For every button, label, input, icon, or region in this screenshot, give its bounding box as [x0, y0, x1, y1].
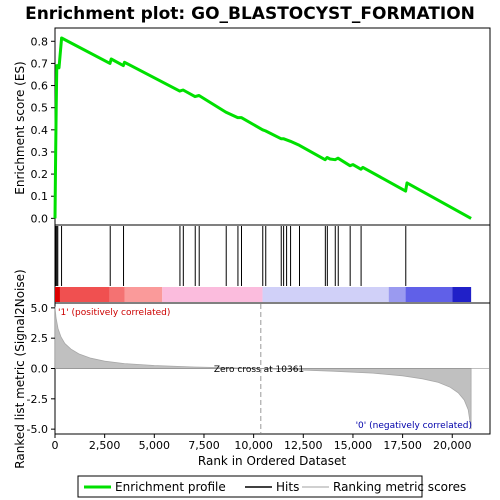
metric-ytick-label: 2.5	[31, 332, 49, 345]
metric-ytick-label: 5.0	[31, 302, 49, 315]
legend: Enrichment profile Hits Ranking metric s…	[77, 475, 466, 498]
x-tick-label: 17,500	[383, 439, 422, 452]
es-ytick-label: 0.1	[31, 190, 49, 203]
es-panel-frame	[54, 27, 491, 226]
x-axis: 0 2,500 5,000 7,500 10,000 12,500 15,000 17,500…	[52, 434, 472, 452]
es-ytick-label: 0.7	[31, 57, 49, 70]
x-tick-label: 2,500	[89, 439, 121, 452]
chart-title: Enrichment plot: GO_BLASTOCYST_FORMATION	[25, 4, 475, 24]
es-axis: 0.0 0.1 0.2 0.3 0.4 0.5 0.6 0.7 0.8	[31, 35, 55, 225]
es-ytick-label: 0.8	[31, 35, 49, 48]
es-ytick-label: 0.5	[31, 102, 49, 115]
es-ylabel: Enrichment score (ES)	[13, 61, 27, 194]
metric-ytick-label: -5.0	[27, 423, 48, 436]
colorbar-segment	[162, 287, 263, 302]
x-tick-label: 10,000	[234, 439, 273, 452]
hits-marks	[55, 226, 407, 286]
metric-axis: 5.0 2.5 0.0 -2.5 -5.0	[27, 302, 55, 436]
x-tick-label: 20,000	[433, 439, 472, 452]
metric-ylabel: Ranked list metric (Signal2Noise)	[13, 269, 27, 468]
x-axis-label: Rank in Ordered Dataset	[198, 454, 346, 468]
es-ytick-label: 0.3	[31, 146, 49, 159]
metric-ytick-label: 0.0	[31, 363, 49, 376]
colorbar-segment	[405, 287, 453, 302]
colorbar-segment	[124, 287, 163, 302]
es-ytick-label: 0.6	[31, 80, 49, 93]
legend-metric-label: Ranking metric scores	[333, 480, 466, 494]
metric-ytick-label: -2.5	[27, 393, 48, 406]
es-ytick-label: 0.0	[31, 212, 49, 225]
x-tick-label: 5,000	[139, 439, 171, 452]
x-tick-label: 0	[52, 439, 59, 452]
zero-cross-label: Zero cross at 10361	[214, 365, 304, 375]
rank-colorbar	[55, 287, 472, 302]
colorbar-segment	[262, 287, 389, 302]
colorbar-segment	[452, 287, 472, 302]
x-tick-label: 7,500	[188, 439, 220, 452]
colorbar-segment	[109, 287, 125, 302]
enrichment-profile-line	[53, 36, 472, 220]
legend-hits-label: Hits	[276, 480, 299, 494]
ranking-metric-area	[54, 304, 490, 433]
es-ytick-label: 0.4	[31, 124, 49, 137]
enrichment-profile	[53, 36, 472, 220]
positive-label: '1' (positively correlated)	[58, 308, 170, 318]
colorbar-segment	[59, 287, 110, 302]
x-tick-label: 12,500	[284, 439, 323, 452]
x-tick-label: 15,000	[334, 439, 373, 452]
es-ytick-label: 0.2	[31, 168, 49, 181]
colorbar-segment	[55, 287, 60, 302]
colorbar-segment	[388, 287, 406, 302]
negative-label: '0' (negatively correlated)	[356, 421, 472, 431]
legend-enrichment-label: Enrichment profile	[115, 480, 226, 494]
